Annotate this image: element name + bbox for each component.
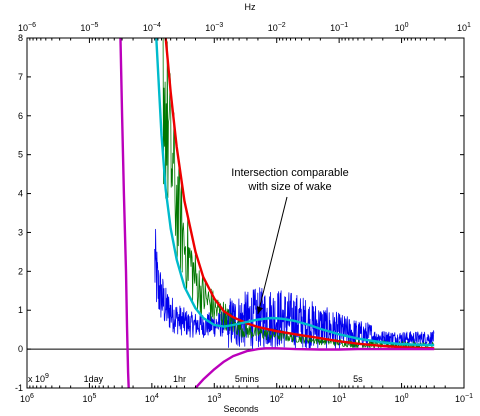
x-tick-label: 105 — [82, 393, 96, 404]
x2-tick-label: 10−2 — [268, 22, 286, 33]
y-tick-label: 2 — [18, 266, 23, 276]
x-tick-label: 100 — [395, 393, 409, 404]
plot-frame — [26, 37, 465, 389]
series-line-4 — [119, 38, 130, 388]
annotation-arrowhead — [256, 306, 263, 315]
y-multiplier: x 109 — [28, 373, 49, 384]
y-tick-label: 1 — [18, 305, 23, 315]
y-tick-label: 8 — [18, 33, 23, 43]
y-tick-label: -1 — [15, 383, 23, 393]
x-tick-label: 106 — [20, 393, 34, 404]
time-marker-label: 1hr — [173, 374, 186, 384]
bottom-axis-title: Seconds — [223, 404, 259, 414]
x2-tick-label: 100 — [395, 22, 409, 33]
annotation-text: Intersection comparable — [231, 167, 348, 179]
series-line-2 — [164, 38, 435, 350]
y-tick-label: 7 — [18, 72, 23, 82]
x2-tick-label: 10−6 — [18, 22, 36, 33]
series-line-3 — [155, 38, 435, 347]
x2-tick-label: 10−5 — [80, 22, 98, 33]
y-tick-label: 0 — [18, 344, 23, 354]
annotation: Intersection comparable with size of wake — [231, 167, 349, 315]
annotation-leader — [257, 196, 288, 315]
x-tick-label: 101 — [332, 393, 346, 404]
x-tick-label: 104 — [145, 393, 159, 404]
plot-area — [27, 38, 464, 388]
series-line-5 — [194, 347, 435, 388]
x-tick-label: 10−1 — [455, 393, 473, 404]
annotation-text: with size of wake — [247, 181, 331, 193]
y-tick-label: 4 — [18, 189, 23, 199]
y-tick-label: 5 — [18, 150, 23, 160]
x-tick-label: 103 — [207, 393, 221, 404]
y-tick-label: 6 — [18, 111, 23, 121]
x2-tick-label: 10−4 — [143, 22, 161, 33]
top-axis-title: Hz — [245, 2, 256, 12]
x-tick-label: 102 — [270, 393, 284, 404]
axes: -1 0 1 2 3 4 5 6 7 8 x 109 106 105 104 103 102 101 100 10−… — [15, 22, 473, 404]
x2-tick-label: 10−3 — [205, 22, 223, 33]
time-marker-label: 5mins — [235, 374, 260, 384]
x2-tick-label: 10−1 — [330, 22, 348, 33]
series-line-0 — [154, 228, 435, 349]
y-tick-label: 3 — [18, 227, 23, 237]
time-marker-label: 1day — [84, 374, 104, 384]
x2-tick-label: 101 — [457, 22, 471, 33]
time-marker-label: 5s — [353, 374, 363, 384]
